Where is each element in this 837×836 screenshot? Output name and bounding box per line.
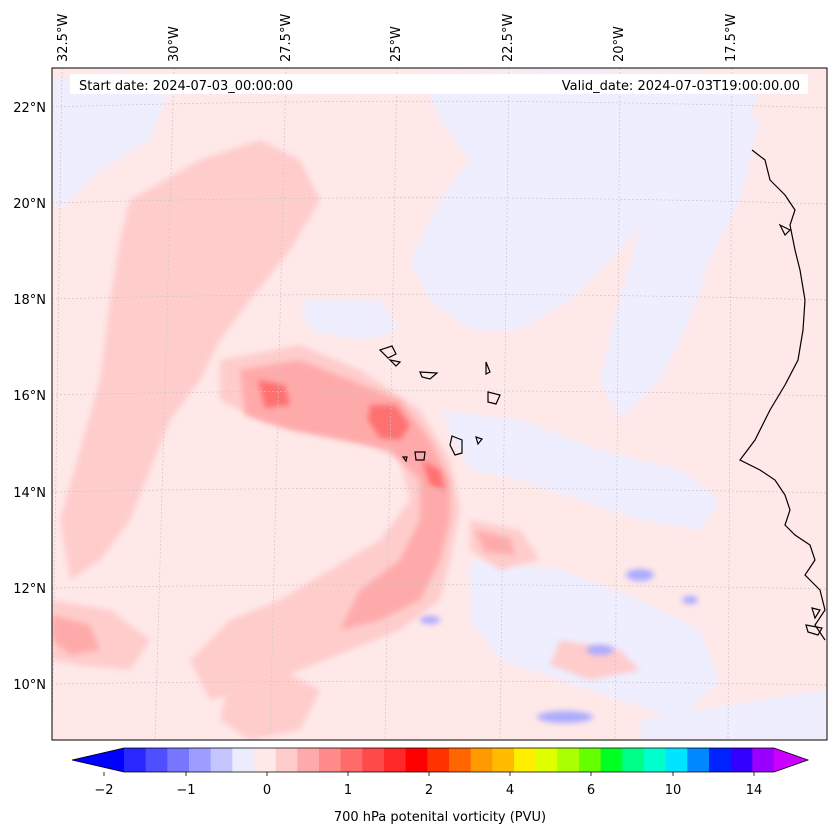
colorbar-tick-label: 4 [506, 783, 514, 798]
lon-label: 30°W [167, 26, 182, 62]
africa-coastline [739, 149, 826, 641]
map-frame [51, 67, 828, 741]
lon-label: 27.5°W [279, 14, 294, 62]
lon-label: 20°W [612, 26, 627, 62]
header-strip [70, 74, 808, 94]
colorbar-tick-label: 6 [587, 783, 595, 798]
colorbar-segment [405, 748, 428, 772]
colorbar-outline [71, 747, 810, 773]
peak-pv-core [258, 380, 445, 490]
colorbar-segment [622, 748, 645, 772]
coastlines [378, 149, 826, 641]
colorbar-segment [427, 748, 450, 772]
colorbar-segment [384, 748, 407, 772]
colorbar-segment [275, 748, 298, 772]
lon-label: 22.5°W [501, 14, 516, 62]
colorbar-segment [687, 748, 710, 772]
colorbar-segment [167, 748, 190, 772]
lat-label: 12°N [13, 582, 46, 597]
colorbar-segment [145, 748, 168, 772]
lon-label: 17.5°W [724, 14, 739, 62]
valid-date-label: Valid_date: 2024-07-03T19:00:00.00 [562, 79, 800, 94]
colorbar-segment [752, 748, 775, 772]
colorbar-segment [124, 748, 147, 772]
colorbar-segment [644, 748, 667, 772]
colorbar-tick-label: −2 [94, 783, 113, 798]
colorbar-segment [362, 748, 385, 772]
colorbar-segment [319, 748, 342, 772]
colorbar-segment [514, 748, 537, 772]
colorbar-ticks: −2 −1 0 1 2 4 6 10 14 [94, 783, 762, 798]
lat-label: 20°N [13, 197, 46, 212]
colorbar-tick-label: −1 [176, 783, 195, 798]
colorbar-segment [210, 748, 233, 772]
lat-label: 10°N [13, 678, 46, 693]
colorbar-extend-min [72, 748, 124, 772]
colorbar-title: 700 hPa potenital vorticity (PVU) [334, 810, 546, 825]
colorbar-segment [579, 748, 602, 772]
colorbar-segment [665, 748, 688, 772]
lat-label: 22°N [13, 101, 46, 116]
colorbar-tick-label: 2 [425, 783, 433, 798]
negative-pv-patches [420, 569, 698, 723]
colorbar-tick-label: 0 [263, 783, 271, 798]
colorbar-segment [297, 748, 320, 772]
colorbar-tick-label: 10 [665, 783, 682, 798]
colorbar-segment [557, 748, 580, 772]
graticule [52, 68, 827, 740]
start-date-label: Start date: 2024-07-03_00:00:00 [79, 79, 293, 94]
colorbar-segment [470, 748, 493, 772]
lat-label: 14°N [13, 486, 46, 501]
latitude-labels: 22°N 20°N 18°N 16°N 14°N 12°N 10°N [13, 101, 46, 693]
map-panel[interactable] [52, 68, 827, 740]
colorbar [71, 747, 810, 776]
colorbar-segment [709, 748, 732, 772]
lon-label: 25°W [389, 26, 404, 62]
colorbar-extend-max [774, 748, 808, 772]
low-pv-field [52, 70, 827, 740]
lat-label: 18°N [13, 293, 46, 308]
colorbar-segment [340, 748, 363, 772]
colorbar-tick-label: 14 [746, 783, 763, 798]
colorbar-tick-label: 1 [344, 783, 352, 798]
colorbar-segment [254, 748, 277, 772]
colorbar-segment [492, 748, 515, 772]
longitude-labels: 32.5°W 30°W 27.5°W 25°W 22.5°W 20°W 17.5… [56, 14, 739, 62]
colorbar-segment [189, 748, 212, 772]
colorbar-segment [600, 748, 623, 772]
colorbar-segment [449, 748, 472, 772]
colorbar-segment [730, 748, 753, 772]
colorbar-segment [232, 748, 255, 772]
colorbar-segment [535, 748, 558, 772]
lat-label: 16°N [13, 389, 46, 404]
lon-label: 32.5°W [56, 14, 71, 62]
